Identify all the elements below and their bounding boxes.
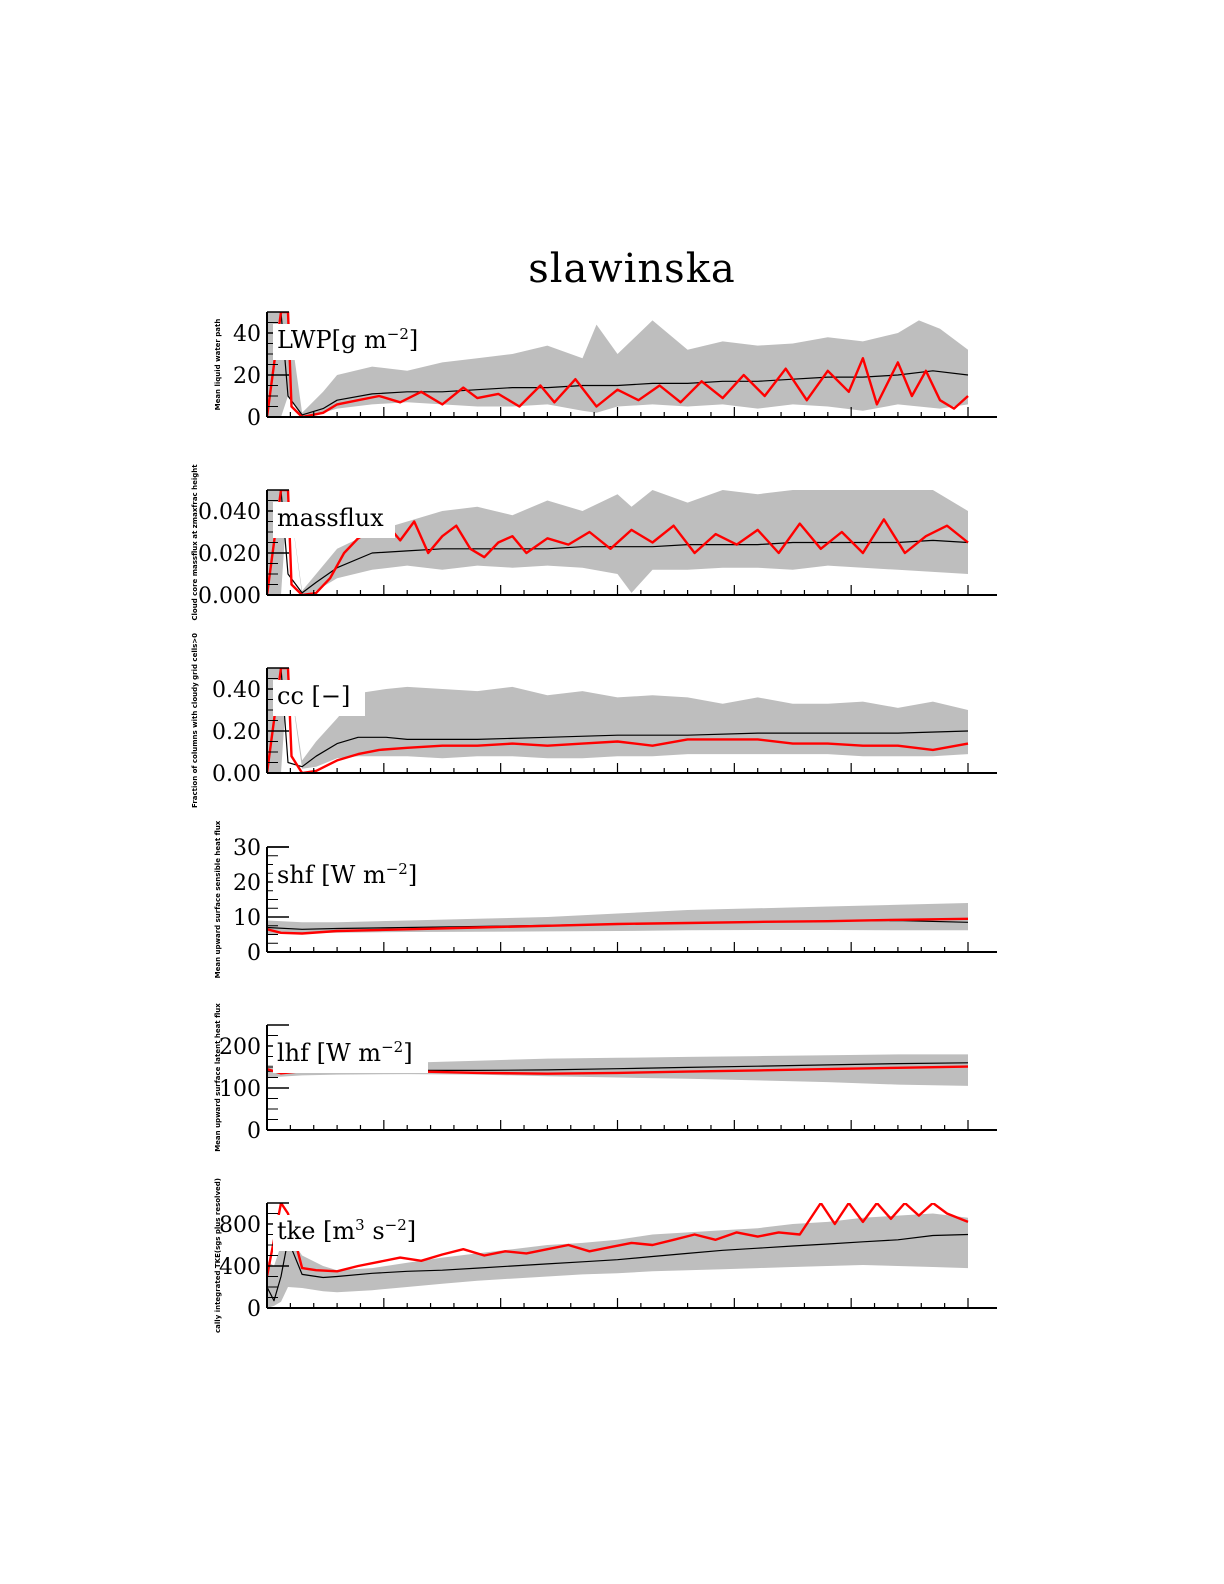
- panel-label-background: [273, 324, 425, 360]
- highlight-series-line: [267, 490, 969, 595]
- panel-label: cc [−]: [277, 682, 350, 710]
- envelope-band: [267, 1213, 968, 1308]
- y-axis-label: Mean upward surface sensible heat flux: [214, 820, 222, 978]
- panel-label: lhf [W m−2]: [277, 1038, 413, 1067]
- y-tick-label: 100: [219, 1077, 261, 1102]
- y-axis-label: Fraction of columns with cloudy grid cel…: [191, 633, 199, 808]
- panel-label-background: [273, 1037, 428, 1073]
- mean-series-line: [267, 1233, 969, 1302]
- panel-label: massflux: [277, 504, 384, 532]
- highlight-series-line: [267, 1203, 969, 1277]
- y-axis-label: Cloud core massflux at zmaxfrac height: [191, 464, 199, 621]
- y-tick-label: 0.40: [212, 678, 261, 703]
- panels: 0 20 40 Mean liquid water path LWP[g m−2] 0.0…: [191, 311, 997, 1333]
- panel-label: tke [m3 s−2]: [277, 1216, 416, 1245]
- mean-series-line: [267, 490, 969, 595]
- y-tick-label: 0.20: [212, 720, 261, 745]
- envelope-band: [267, 1054, 968, 1086]
- panel-label-background: [273, 502, 395, 538]
- y-axis-label: Mean upward surface latent heat flux: [214, 1003, 222, 1152]
- y-tick-label: 0: [247, 1297, 261, 1322]
- y-tick-label: 20: [233, 871, 261, 896]
- y-axis-label: cally integrated TKE(sgs plus resolved): [214, 1178, 222, 1333]
- y-tick-label: 0: [247, 1119, 261, 1144]
- figure-title: slawinska: [528, 246, 736, 292]
- y-tick-label: 0.00: [212, 762, 261, 787]
- y-tick-label: 800: [219, 1213, 261, 1238]
- y-tick-label: 10: [233, 906, 261, 931]
- y-tick-label: 200: [219, 1035, 261, 1060]
- panel-label: LWP[g m−2]: [277, 325, 418, 354]
- y-tick-label: 40: [233, 322, 261, 347]
- y-tick-label: 0.040: [198, 500, 261, 525]
- panel-label: shf [W m−2]: [277, 860, 417, 889]
- y-axis-label: Mean liquid water path: [214, 319, 222, 411]
- y-tick-label: 20: [233, 364, 261, 389]
- y-tick-label: 400: [219, 1255, 261, 1280]
- y-tick-label: 30: [233, 836, 261, 861]
- chart-panel-1: 0 20 40 Mean liquid water path LWP[g m−2]: [214, 311, 997, 431]
- y-tick-label: 0: [247, 941, 261, 966]
- panel-label-background: [273, 859, 435, 895]
- panel-label-background: [273, 1215, 443, 1251]
- panel-label-background: [273, 680, 365, 716]
- highlight-series-line: [267, 312, 969, 417]
- chart-panel-4: 0 10 20 30 Mean upward surface sensible heat…: [214, 820, 997, 978]
- y-tick-label: 0.000: [198, 584, 261, 609]
- envelope-band: [267, 668, 968, 773]
- y-tick-label: 0.020: [198, 542, 261, 567]
- envelope-band: [267, 312, 968, 417]
- y-tick-label: 0: [247, 406, 261, 431]
- highlight-series-line: [267, 917, 969, 935]
- chart-panel-3: 0.00 0.20 0.40 Fraction of columns with clo…: [191, 633, 997, 808]
